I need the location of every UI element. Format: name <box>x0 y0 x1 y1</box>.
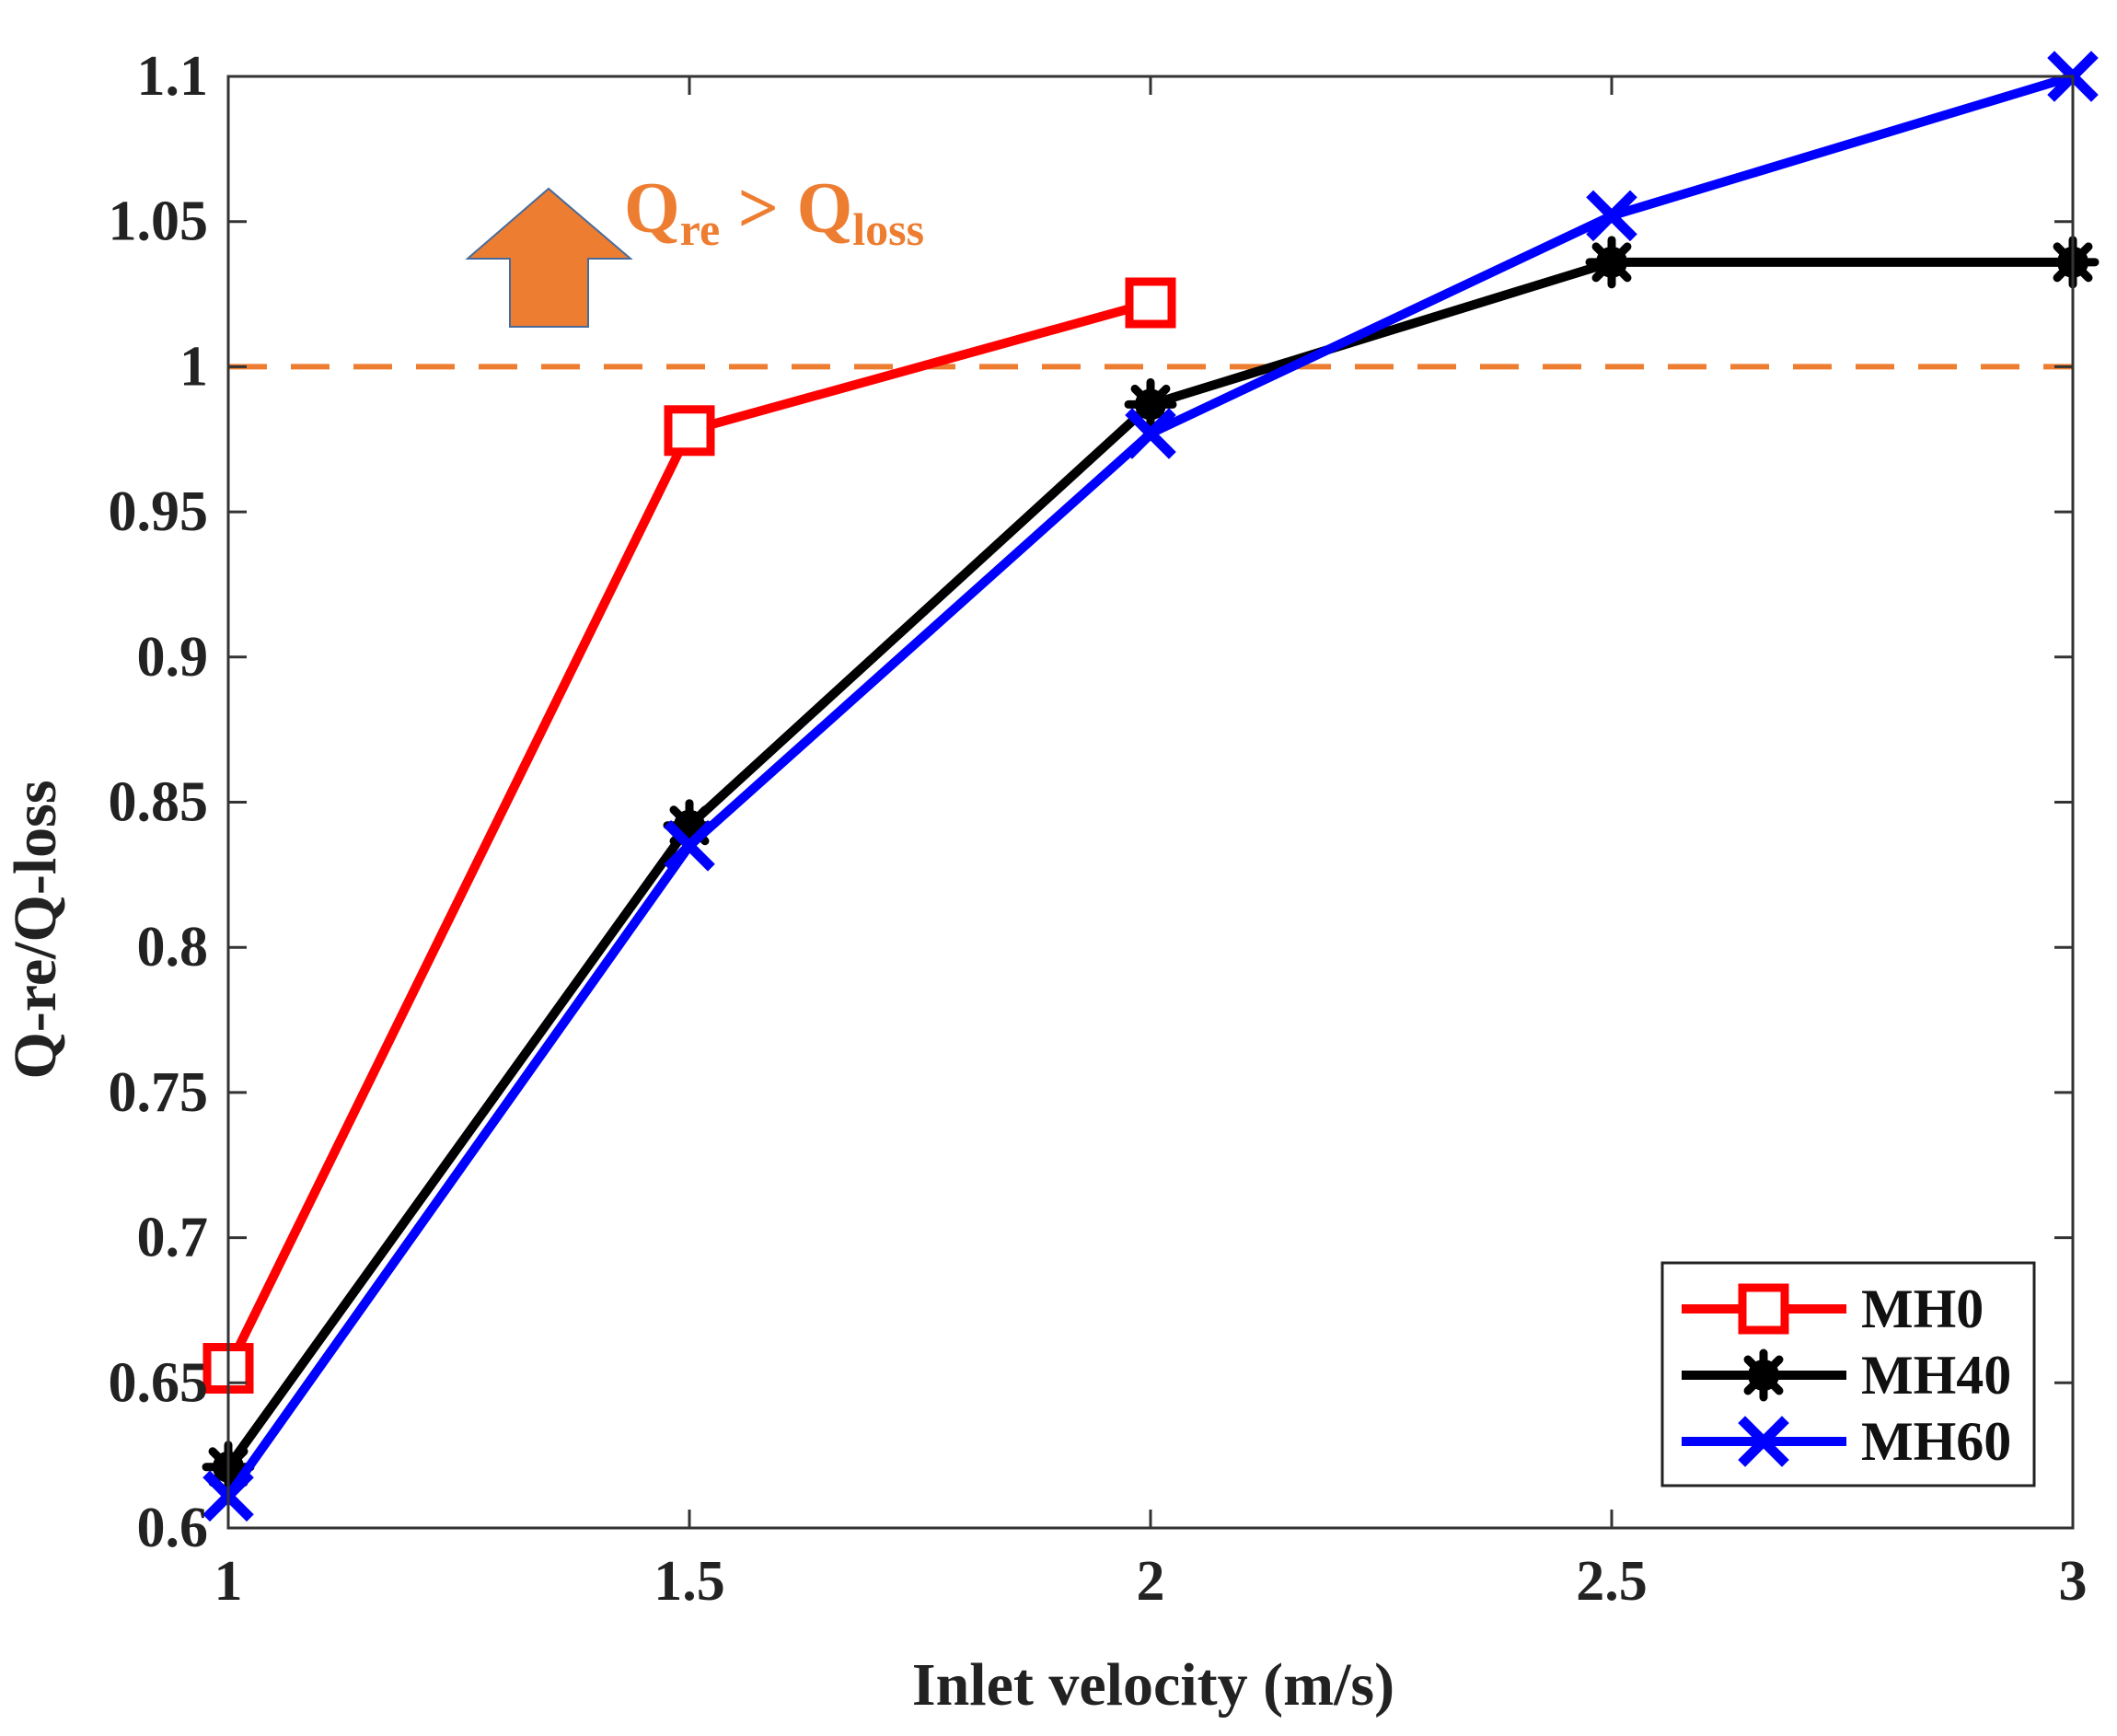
x-tick-label: 3 <box>2059 1550 2088 1613</box>
y-tick-label: 0.95 <box>109 480 209 543</box>
annotation-text: Qre > Qloss <box>624 168 924 255</box>
y-tick-label: 1 <box>179 335 208 398</box>
annotation-q2: Q <box>797 168 853 248</box>
data-point-mh60 <box>664 820 715 872</box>
y-tick-label: 0.9 <box>137 626 209 689</box>
series-mh0 <box>202 277 1176 1395</box>
legend-label-mh40: MH40 <box>1861 1345 2011 1406</box>
y-tick-label: 0.7 <box>137 1207 209 1269</box>
data-point-mh40 <box>1585 236 1638 289</box>
legend-item-mh0: MH0 <box>1682 1279 1984 1339</box>
data-point-mh0 <box>1125 277 1176 329</box>
annotation-sub2: loss <box>852 203 924 255</box>
y-tick-label: 0.8 <box>137 916 209 978</box>
x-axis-label: Inlet velocity (m/s) <box>912 1651 1394 1719</box>
y-tick-label: 0.65 <box>109 1351 209 1414</box>
y-tick-label: 1.1 <box>137 45 209 108</box>
legend-label-mh0: MH0 <box>1861 1279 1984 1339</box>
legend-item-mh60: MH60 <box>1682 1411 2011 1472</box>
legend-item-mh40: MH40 <box>1682 1345 2011 1406</box>
x-tick-label: 2 <box>1137 1550 1165 1613</box>
legend-marker-mh60 <box>1738 1416 1789 1467</box>
legend-marker-mh0 <box>1738 1283 1789 1335</box>
data-point-mh0 <box>664 405 715 457</box>
y-tick-label: 0.85 <box>109 771 209 834</box>
y-tick-label: 0.75 <box>109 1061 209 1124</box>
data-point-mh60 <box>1586 190 1637 242</box>
x-tick-label: 1 <box>214 1550 243 1613</box>
y-tick-label: 0.6 <box>137 1497 209 1559</box>
x-tick-label: 1.5 <box>654 1550 725 1613</box>
legend-marker-mh40 <box>1737 1348 1790 1402</box>
annotation-sub1: re <box>680 203 720 255</box>
annotation-operator: > <box>720 168 796 248</box>
annotation: Qre > Qloss <box>465 168 924 328</box>
annotation-q1: Q <box>624 168 680 248</box>
x-tick-label: 2.5 <box>1576 1550 1648 1613</box>
up-arrow-icon <box>465 187 633 328</box>
y-tick-label: 1.05 <box>109 191 209 253</box>
legend-label-mh60: MH60 <box>1861 1411 2011 1472</box>
data-point-mh40 <box>1124 377 1177 431</box>
data-point-mh60 <box>1125 408 1176 459</box>
y-axis-label: Q-re/Q-loss <box>2 780 69 1079</box>
axes-layer: 0.6 0.65 0.7 0.75 0.8 0.85 0.9 0.95 1 1.05 1.1 1 1.5… <box>109 45 2088 1613</box>
